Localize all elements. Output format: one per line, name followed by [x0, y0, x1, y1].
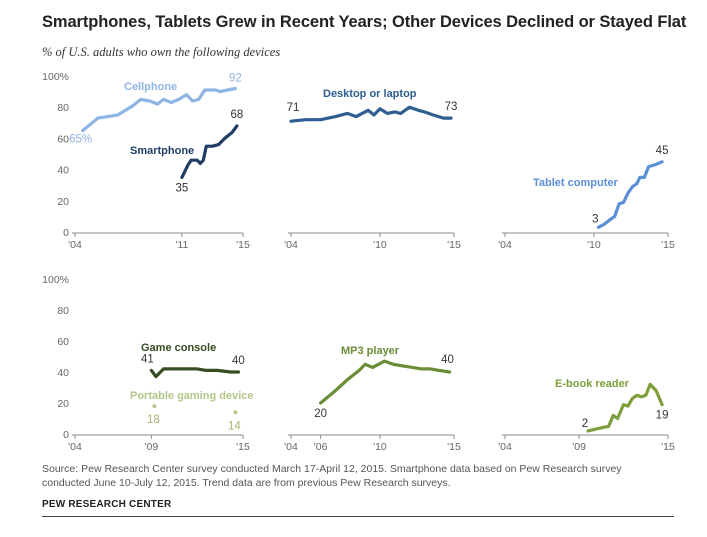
cellphone-end-label: 92 — [229, 72, 242, 84]
x-tick-label: '11 — [175, 239, 188, 251]
portable-gaming-device-point — [152, 404, 157, 409]
y-tick-label: 60 — [57, 133, 69, 145]
x-tick-label: '15 — [661, 239, 675, 251]
x-tick-label: '06 — [314, 441, 328, 453]
cellphone-start-label: 65% — [69, 134, 92, 146]
bottom-rule — [42, 516, 674, 517]
x-tick-label: '04 — [284, 441, 298, 453]
tablet-computer-name-label: Tablet computer — [533, 177, 618, 189]
y-tick-label: 40 — [57, 165, 69, 177]
portable-gaming-device-name-label: Portable gaming device — [130, 390, 253, 402]
x-tick-label: '09 — [145, 441, 159, 453]
x-tick-label: '15 — [447, 239, 461, 251]
y-tick-label: 100% — [42, 71, 69, 83]
x-tick-label: '04 — [498, 239, 512, 251]
credit-line: PEW RESEARCH CENTER — [42, 499, 172, 510]
desktop-or-laptop-name-label: Desktop or laptop — [323, 88, 417, 100]
mp3-player-end-label: 40 — [441, 354, 454, 366]
x-tick-label: '15 — [447, 441, 461, 453]
smartphone-name-label: Smartphone — [130, 145, 194, 157]
y-tick-label: 20 — [57, 196, 69, 208]
x-tick-label: '10 — [373, 239, 387, 251]
e-book-reader-end-label: 19 — [656, 410, 669, 422]
x-tick-label: '04 — [68, 239, 82, 251]
cellphone-name-label: Cellphone — [124, 81, 177, 93]
mp3-player-name-label: MP3 player — [341, 345, 400, 357]
y-tick-label: 0 — [63, 227, 69, 239]
tablet-computer-line — [596, 160, 664, 229]
game-console-line — [149, 367, 240, 379]
game-console-name-label: Game console — [141, 342, 216, 354]
y-tick-label: 80 — [57, 305, 69, 317]
x-tick-label: '04 — [68, 441, 82, 453]
chart-title: Smartphones, Tablets Grew in Recent Year… — [42, 13, 687, 31]
cellphone-line — [81, 86, 237, 133]
e-book-reader-line — [586, 382, 664, 433]
mp3-player-start-label: 20 — [314, 408, 327, 420]
game-console-end-label: 40 — [232, 355, 245, 367]
smartphone-start-label: 35 — [176, 182, 189, 194]
x-tick-label: '10 — [373, 441, 387, 453]
chart-subtitle: % of U.S. adults who own the following d… — [42, 45, 281, 59]
portable-gaming-device-end-label: 14 — [228, 420, 241, 432]
x-tick-label: '10 — [587, 239, 601, 251]
x-tick-label: '04 — [498, 441, 512, 453]
y-tick-label: 100% — [42, 274, 69, 286]
source-note: Source: Pew Research Center survey condu… — [42, 463, 622, 489]
x-tick-label: '15 — [661, 441, 675, 453]
desktop-or-laptop-start-label: 71 — [287, 102, 300, 114]
smartphone-end-label: 68 — [230, 109, 243, 121]
desktop-or-laptop-end-label: 73 — [445, 101, 458, 113]
tablet-computer-end-label: 45 — [656, 145, 669, 157]
tablet-computer-start-label: 3 — [592, 213, 598, 225]
x-tick-label: '15 — [236, 441, 250, 453]
game-console-start-label: 41 — [141, 353, 154, 365]
mp3-player-line — [319, 359, 452, 405]
x-tick-label: '04 — [284, 239, 298, 251]
x-tick-label: '15 — [236, 239, 250, 251]
x-tick-label: '09 — [572, 441, 586, 453]
portable-gaming-device-start-label: 18 — [147, 414, 160, 426]
y-tick-label: 20 — [57, 398, 69, 410]
desktop-or-laptop-line — [289, 105, 453, 123]
smartphone-line — [180, 124, 239, 179]
portable-gaming-device-point — [233, 410, 238, 415]
y-tick-label: 60 — [57, 336, 69, 348]
y-tick-label: 40 — [57, 367, 69, 379]
y-tick-label: 80 — [57, 102, 69, 114]
e-book-reader-start-label: 2 — [582, 418, 588, 430]
e-book-reader-name-label: E-book reader — [555, 378, 630, 390]
y-tick-label: 0 — [63, 429, 69, 441]
